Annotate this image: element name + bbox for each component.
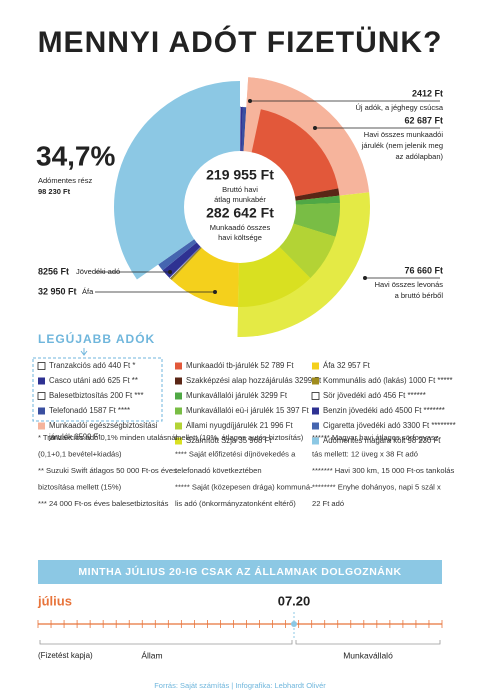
center-text: Bruttó havi xyxy=(222,185,258,194)
callout-lines xyxy=(95,100,440,293)
banner: MINTHA JÚLIUS 20-IG CSAK AZ ÁLLAMNAK DOL… xyxy=(78,565,401,578)
footnote: lis adó (önkormányzatonként eltérő) xyxy=(175,499,296,508)
legend-label: Szakképzési alap hozzájárulás 3299 Ft xyxy=(186,376,322,385)
banner-bg xyxy=(38,560,442,584)
footnote: **** Saját előfizetési díjnövekedés a xyxy=(175,450,296,459)
callout-dot xyxy=(248,99,252,103)
share-percent: 34,7% xyxy=(36,140,115,171)
bracket xyxy=(39,640,441,645)
timeline-date: 07.20 xyxy=(278,593,311,608)
legend-label: Balesetbiztosítás 200 Ft *** xyxy=(49,391,143,400)
legend-label: Adómentes magára költ 98 230 Ft xyxy=(323,436,441,445)
timeline-start: július xyxy=(37,593,72,608)
center-text: 282 642 Ft xyxy=(206,205,274,221)
legend-swatch xyxy=(312,377,319,385)
legend-swatch xyxy=(37,392,46,400)
legend-label: Benzin jövedéki adó 4500 Ft ******* xyxy=(323,406,445,415)
legend-label: Számított Szja 35 968 Ft xyxy=(186,436,272,445)
footnote: biztosítása mellett (15%) xyxy=(38,483,122,492)
legend-swatch xyxy=(175,437,182,445)
callout-text: Havi összes munkaadói xyxy=(364,130,444,139)
timeline-dot xyxy=(291,621,297,627)
timeline xyxy=(37,612,443,645)
callout-amount: 2412 Ft xyxy=(412,88,443,98)
pie-center xyxy=(184,151,296,263)
callout-dot xyxy=(313,126,317,130)
footnote: *** 24 000 Ft-os éves balesetbiztosítás xyxy=(38,499,169,508)
footnote: 22 Ft adó xyxy=(312,499,344,508)
legend-label: Sör jövedéki adó 456 Ft ****** xyxy=(323,391,426,400)
legend-swatch xyxy=(175,422,182,430)
legend-label: Cigaretta jövedéki adó 3300 Ft ******** xyxy=(323,421,456,430)
callout-text: az adólapban) xyxy=(395,152,443,161)
legend-title: LEGÚJABB ADÓK xyxy=(38,331,155,346)
timeline-label: (Fizetést kapja) xyxy=(38,651,93,660)
legend-label: Munkaadói egészségbiztosítási xyxy=(49,421,158,430)
callout-text: járulék (nem jelenik meg xyxy=(361,141,443,150)
footnote: ***** Saját (közepesen drága) kommuná- xyxy=(175,483,313,492)
legend-swatch xyxy=(312,422,319,430)
new-taxes-box xyxy=(32,357,163,422)
legend-label: Tranzakciós adó 440 Ft * xyxy=(49,361,135,370)
legend-label: Telefonadó 1587 Ft **** xyxy=(49,406,130,415)
legend-swatch xyxy=(37,362,46,370)
legend-swatch xyxy=(312,362,319,370)
legend: Tranzakciós adó 440 Ft * Casco utáni adó … xyxy=(37,361,456,445)
legend-label: Munkavállalói járulék 3299 Ft xyxy=(186,391,288,400)
footnote: ** Suzuki Swift átlagos 50 000 Ft-os éve… xyxy=(38,466,177,475)
center-text: átlag munkabér xyxy=(214,195,266,204)
callout-text: Áfa xyxy=(82,287,94,296)
legend-swatch xyxy=(312,407,319,415)
callout-amount: 76 660 Ft xyxy=(404,265,443,275)
callout-text: Új adók, a jéghegy csúcsa xyxy=(355,103,443,112)
source: Forrás: Saját számítás | Infografika: Le… xyxy=(154,681,326,690)
callout-dot xyxy=(363,276,367,280)
callout-amount: 8256 Ft xyxy=(38,266,69,276)
legend-swatch xyxy=(175,392,182,400)
pie-slice xyxy=(113,81,240,280)
legend-label: Munkavállalói eü-i járulék 15 397 Ft xyxy=(186,406,309,415)
callout-text: a bruttó bérből xyxy=(395,291,444,300)
legend-swatch xyxy=(38,422,45,430)
footnote: tás mellett: 12 üveg x 38 Ft adó xyxy=(312,450,418,459)
title: MENNYI ADÓT FIZETÜNK? xyxy=(38,25,443,59)
timeline-label: Munkavállaló xyxy=(343,650,393,660)
footnote: ******* Havi 300 km, 15 000 Ft-os tankol… xyxy=(312,466,454,475)
callout-text: Jövedéki adó xyxy=(76,267,120,276)
legend-swatch xyxy=(175,407,182,415)
legend-swatch xyxy=(175,362,182,370)
share-label: Adómentes rész xyxy=(38,176,92,185)
callout-text: Havi összes levonás xyxy=(375,280,444,289)
legend-swatch xyxy=(38,377,45,385)
legend-swatch xyxy=(311,392,320,400)
callout-dot xyxy=(213,290,217,294)
legend-label: Casco utáni adó 625 Ft ** xyxy=(49,376,138,385)
legend-swatch xyxy=(38,407,45,415)
footnote: (0,1+0,1 bevétel+kiadás) xyxy=(38,450,122,459)
legend-label: Kommunális adó (lakás) 1000 Ft ***** xyxy=(323,376,453,385)
callout-dot xyxy=(168,270,172,274)
legend-label: Munkaadói tb-járulék 52 789 Ft xyxy=(186,361,294,370)
footnote: ******** Enyhe dohányos, napi 5 szál x xyxy=(312,483,441,492)
footnotes: * Tranzakciós adó 0,1% minden utalásnál (… xyxy=(38,433,454,508)
legend-label: járulék 6599 Ft xyxy=(48,433,101,442)
center-text: 219 955 Ft xyxy=(206,167,274,183)
center-text: havi költsége xyxy=(218,233,262,242)
callout-amount: 62 687 Ft xyxy=(404,115,443,125)
arrow xyxy=(80,348,88,356)
timeline-label: Állam xyxy=(141,650,162,660)
center-text: Munkaadó összes xyxy=(210,223,271,232)
legend-swatch xyxy=(175,377,182,385)
legend-label: Áfa 32 957 Ft xyxy=(323,361,371,370)
footnote: telefonadó következtében xyxy=(175,466,262,475)
share-amount: 98 230 Ft xyxy=(38,187,71,196)
footnote: mellett (10%, átlagos autós biztosítás) xyxy=(175,433,304,442)
callout-amount: 32 950 Ft xyxy=(38,286,77,296)
legend-label: Állami nyugdíjjárulék 21 996 Ft xyxy=(186,421,293,430)
footnote: ****** Magyar havi átlagos sörfogyasz- xyxy=(312,433,442,442)
legend-swatch xyxy=(312,437,319,445)
footnote: * Tranzakciós adó 0,1% minden utalásnál xyxy=(38,433,178,442)
